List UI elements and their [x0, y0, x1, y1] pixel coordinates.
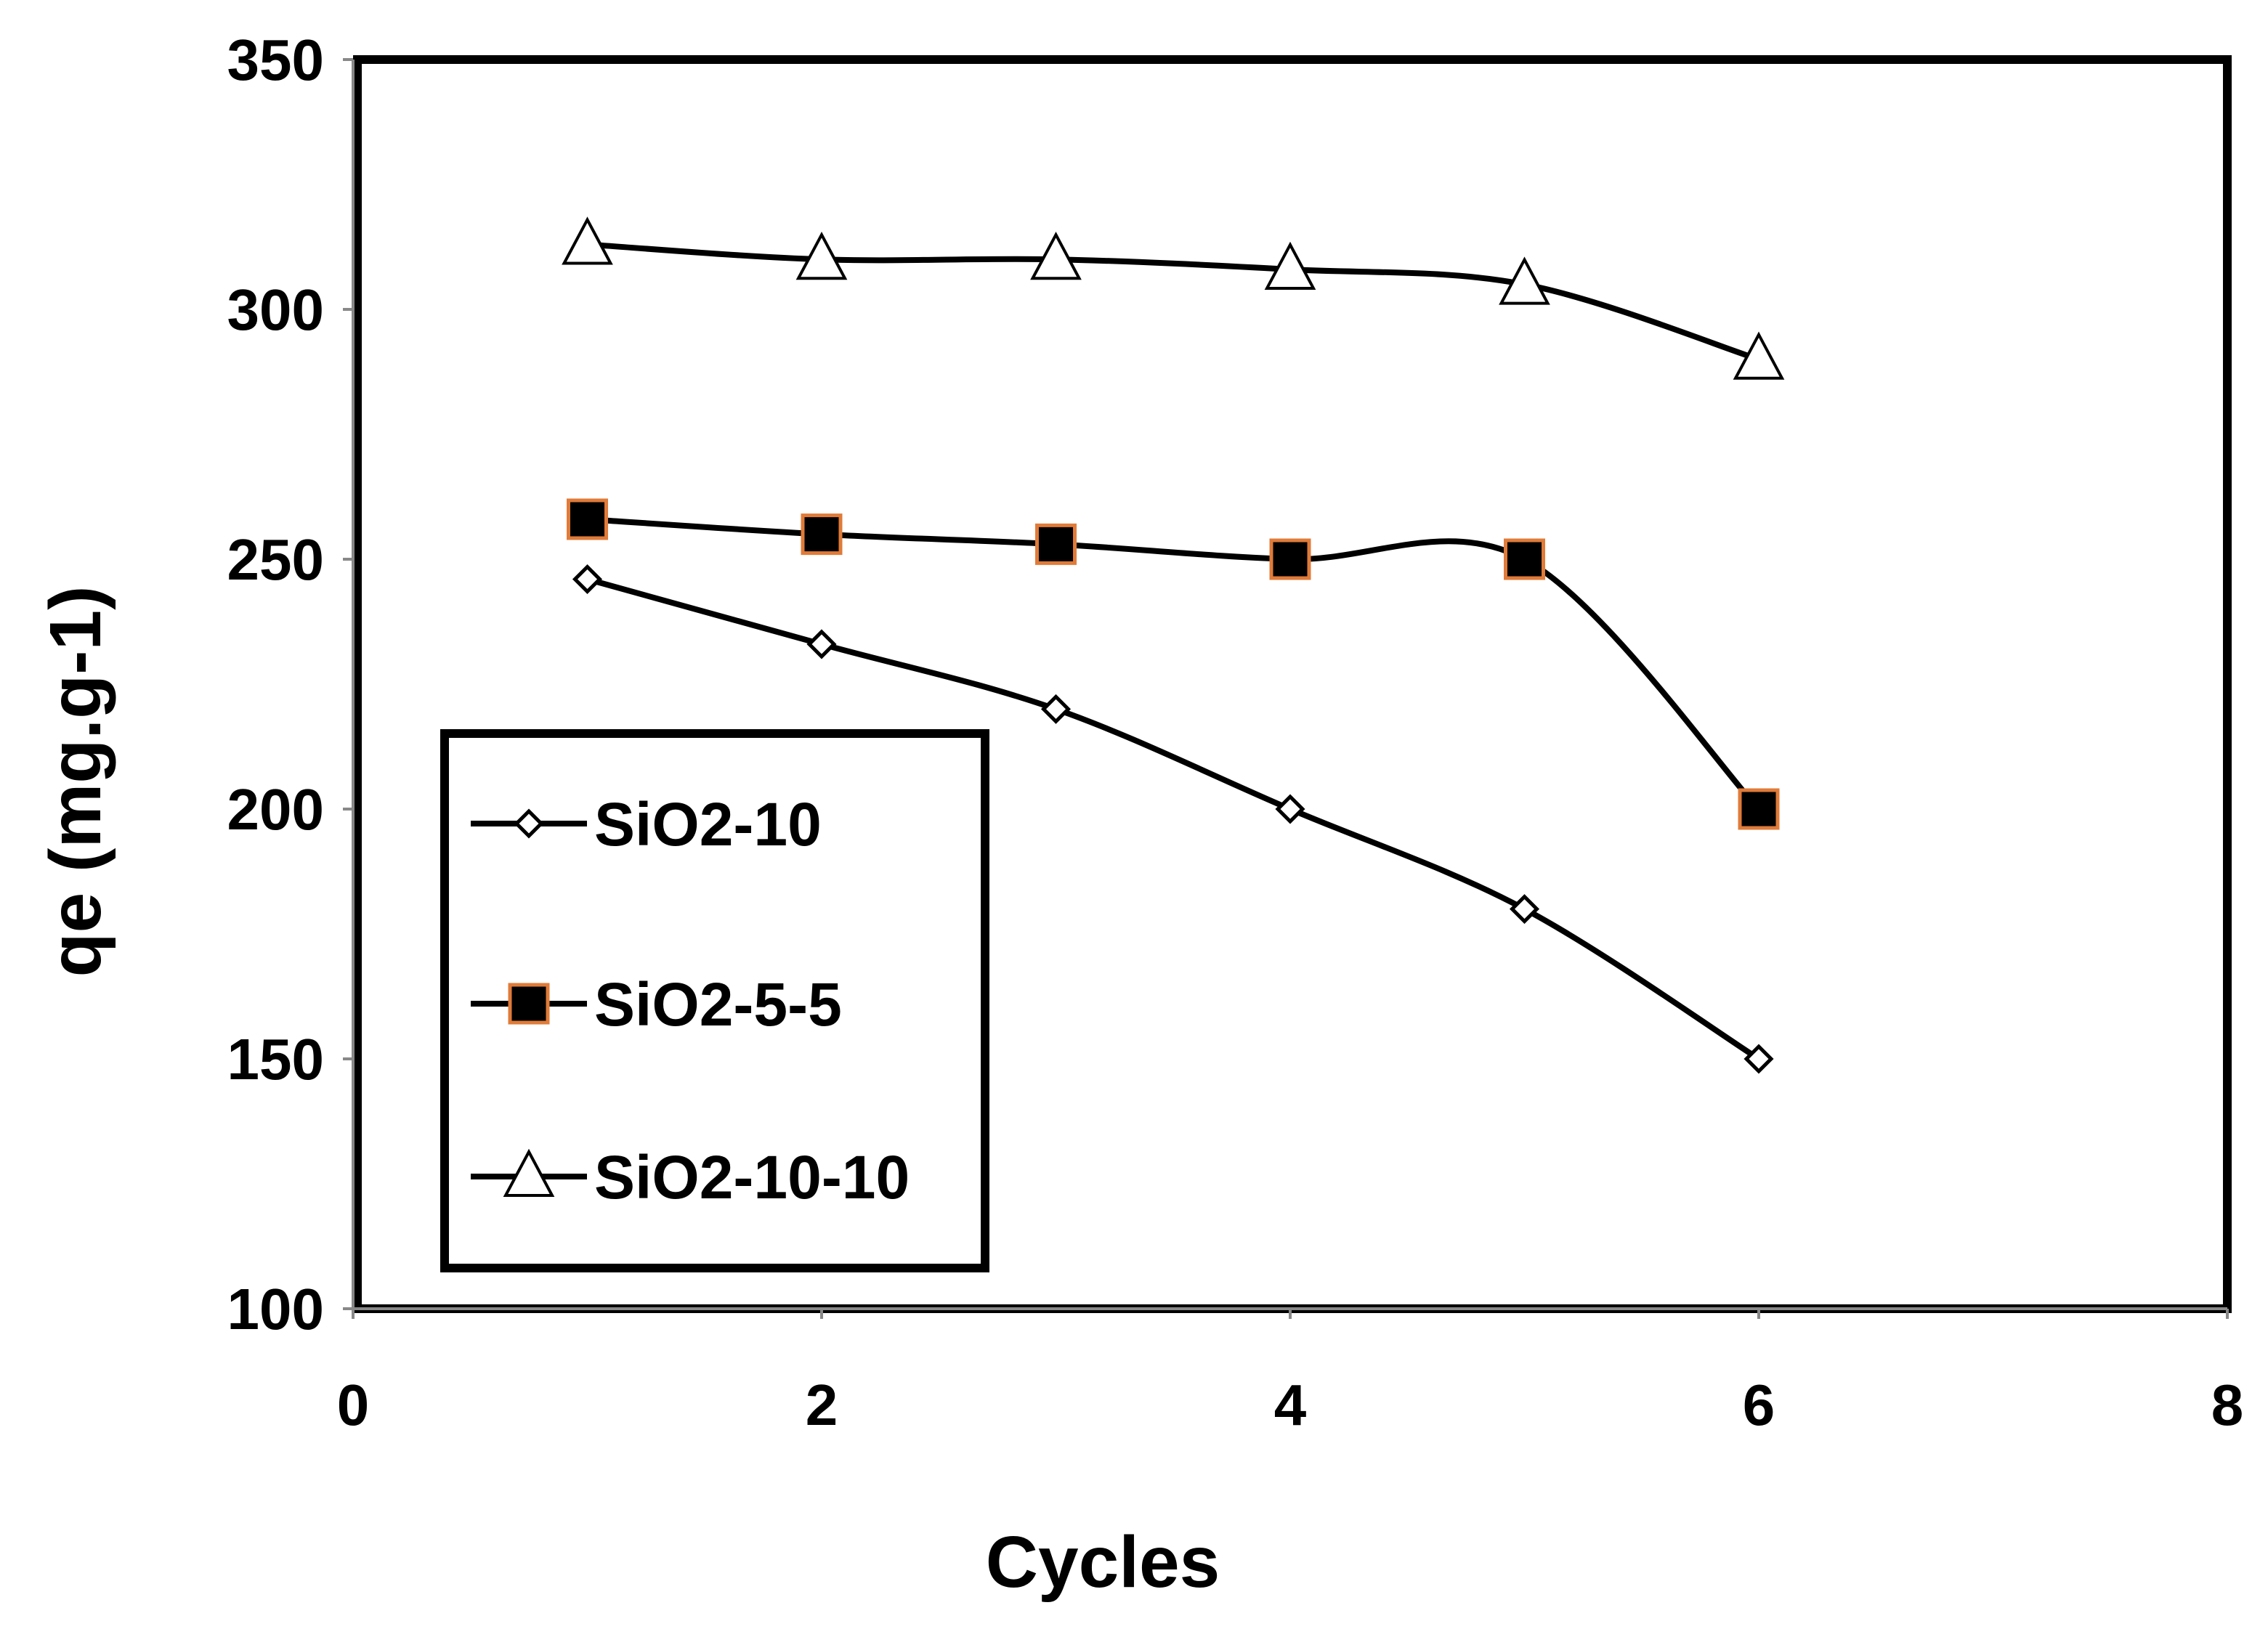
data-point — [806, 629, 837, 659]
x-axis-title: Cycles — [986, 1522, 1220, 1603]
legend-label: SiO2-10 — [594, 790, 822, 858]
legend-marker — [503, 1148, 555, 1197]
data-point — [795, 231, 848, 280]
data-point — [1743, 1044, 1774, 1074]
y-tick-label: 250 — [227, 527, 324, 592]
x-tick-label: 6 — [1743, 1373, 1775, 1437]
data-point — [1264, 241, 1316, 290]
data-point — [1509, 894, 1540, 925]
y-tick-label: 200 — [227, 777, 324, 842]
x-tick-label: 8 — [2211, 1373, 2244, 1437]
y-tick-label: 100 — [227, 1277, 324, 1341]
series-3 — [562, 216, 1785, 380]
y-ticks: 100 150 200 250 300 350 — [227, 28, 353, 1341]
x-tick-label: 2 — [806, 1373, 838, 1437]
legend-marker — [508, 983, 550, 1025]
y-axis-title: qe (mg.g-1) — [35, 586, 116, 978]
x-tick-label: 4 — [1274, 1373, 1307, 1437]
data-point — [1275, 794, 1305, 824]
data-point — [1738, 788, 1780, 830]
data-point — [1040, 694, 1072, 724]
series-2 — [567, 498, 1780, 830]
data-point — [1269, 538, 1311, 580]
data-point — [567, 498, 608, 540]
series-line — [587, 241, 1760, 362]
data-point — [1733, 331, 1785, 380]
series-line — [586, 576, 1761, 1062]
data-point — [562, 216, 613, 265]
x-ticks: 0 2 4 6 8 — [337, 1309, 2244, 1437]
y-tick-label: 350 — [227, 28, 324, 92]
legend-label: SiO2-5-5 — [594, 970, 842, 1039]
data-point — [801, 513, 843, 556]
y-tick-label: 300 — [227, 277, 324, 342]
series-1 — [572, 564, 1774, 1074]
data-point — [1030, 231, 1082, 280]
legend: SiO2-10 SiO2-5-5 SiO2-10-10 — [440, 729, 989, 1272]
legend-label: SiO2-10-10 — [594, 1143, 910, 1211]
data-point — [572, 564, 603, 595]
y-tick-label: 150 — [227, 1027, 324, 1092]
data-point — [1499, 256, 1550, 305]
x-tick-label: 0 — [337, 1373, 370, 1437]
series-layer — [562, 216, 1785, 1074]
data-point — [1035, 523, 1077, 565]
data-point — [1504, 538, 1545, 580]
legend-marker — [514, 808, 544, 839]
